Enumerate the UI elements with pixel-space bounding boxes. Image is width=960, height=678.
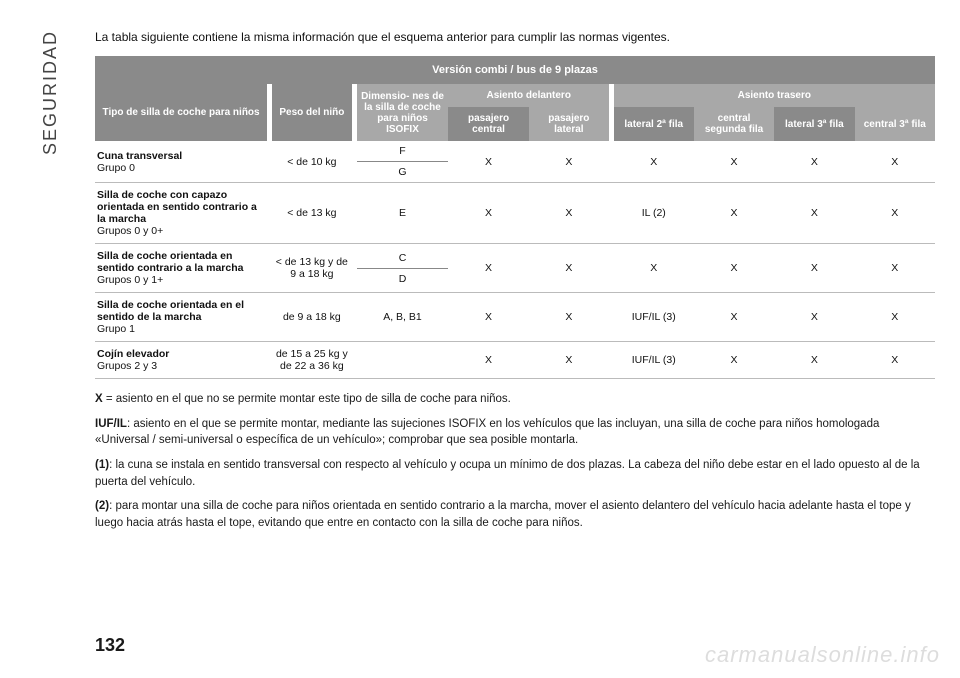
cell-tipo: Silla de coche orientada en el sentido d… — [95, 293, 267, 342]
cell-value: X — [774, 141, 854, 183]
section-label: SEGURIDAD — [40, 0, 61, 30]
cell-value: X — [774, 293, 854, 342]
cell-value: IL (2) — [614, 183, 694, 244]
hdr-asiento-tras: Asiento trasero — [614, 84, 935, 107]
cell-value: X — [694, 342, 774, 379]
cell-peso: de 15 a 25 kg y de 22 a 36 kg — [272, 342, 352, 379]
cell-value: X — [448, 293, 528, 342]
note-2: (2): para montar una silla de coche para… — [95, 498, 935, 531]
cell-value: X — [694, 183, 774, 244]
cell-value: X — [855, 244, 935, 293]
cell-value: X — [694, 244, 774, 293]
cell-value: IUF/IL (3) — [614, 342, 694, 379]
intro-text: La tabla siguiente contiene la misma inf… — [95, 30, 935, 44]
hdr-cen-seg: central segunda fila — [694, 107, 774, 141]
cell-value: X — [529, 293, 609, 342]
cell-value: X — [614, 141, 694, 183]
cell-value: X — [694, 141, 774, 183]
note-1: (1): la cuna se instala en sentido trans… — [95, 457, 935, 490]
table-row: Silla de coche con capazo orientada en s… — [95, 183, 935, 244]
page-number: 132 — [95, 635, 125, 656]
cell-value: X — [855, 141, 935, 183]
section-label-text: SEGURIDAD — [40, 30, 61, 155]
table-row: Silla de coche orientada en sentido cont… — [95, 244, 935, 293]
cell-value: X — [774, 342, 854, 379]
hdr-lat-3: lateral 3ª fila — [774, 107, 854, 141]
cell-value: X — [614, 244, 694, 293]
hdr-pas-lateral: pasajero lateral — [529, 107, 609, 141]
table-title: Versión combi / bus de 9 plazas — [95, 56, 935, 84]
cell-value: X — [774, 244, 854, 293]
cell-peso: de 9 a 18 kg — [272, 293, 352, 342]
table-row: Cuna transversalGrupo 0< de 10 kgFGXXXXX… — [95, 141, 935, 183]
cell-value: X — [529, 141, 609, 183]
hdr-tipo: Tipo de silla de coche para niños — [95, 84, 267, 141]
cell-peso: < de 13 kg y de 9 a 18 kg — [272, 244, 352, 293]
hdr-cen-3: central 3ª fila — [855, 107, 935, 141]
cell-tipo: Cojín elevadorGrupos 2 y 3 — [95, 342, 267, 379]
hdr-pas-central: pasajero central — [448, 107, 528, 141]
cell-tipo: Silla de coche orientada en sentido cont… — [95, 244, 267, 293]
cell-value: X — [529, 342, 609, 379]
table-row: Cojín elevadorGrupos 2 y 3de 15 a 25 kg … — [95, 342, 935, 379]
cell-value: X — [529, 244, 609, 293]
cell-value: X — [855, 342, 935, 379]
cell-peso: < de 10 kg — [272, 141, 352, 183]
cell-value: X — [448, 183, 528, 244]
cell-tipo: Silla de coche con capazo orientada en s… — [95, 183, 267, 244]
hdr-lat-2: lateral 2ª fila — [614, 107, 694, 141]
hdr-peso: Peso del niño — [272, 84, 352, 141]
cell-value: X — [855, 183, 935, 244]
cell-dim — [357, 342, 449, 379]
watermark: carmanualsonline.info — [705, 642, 940, 668]
cell-value: X — [855, 293, 935, 342]
cell-dim: CD — [357, 244, 449, 293]
cell-tipo: Cuna transversalGrupo 0 — [95, 141, 267, 183]
hdr-asiento-del: Asiento delantero — [448, 84, 609, 107]
cell-value: X — [448, 342, 528, 379]
page-content: La tabla siguiente contiene la misma inf… — [95, 30, 935, 540]
cell-peso: < de 13 kg — [272, 183, 352, 244]
hdr-dim: Dimensio- nes de la silla de coche para … — [357, 84, 449, 141]
cell-dim: E — [357, 183, 449, 244]
table-row: Silla de coche orientada en el sentido d… — [95, 293, 935, 342]
notes: X = asiento en el que no se permite mont… — [95, 391, 935, 532]
cell-value: X — [774, 183, 854, 244]
cell-value: X — [694, 293, 774, 342]
cell-value: IUF/IL (3) — [614, 293, 694, 342]
note-x: X = asiento en el que no se permite mont… — [95, 391, 935, 408]
cell-value: X — [448, 141, 528, 183]
cell-value: X — [448, 244, 528, 293]
cell-value: X — [529, 183, 609, 244]
isofix-table: Versión combi / bus de 9 plazas Tipo de … — [95, 56, 935, 379]
note-iufil: IUF/IL: asiento en el que se permite mon… — [95, 416, 935, 449]
cell-dim: FG — [357, 141, 449, 183]
cell-dim: A, B, B1 — [357, 293, 449, 342]
